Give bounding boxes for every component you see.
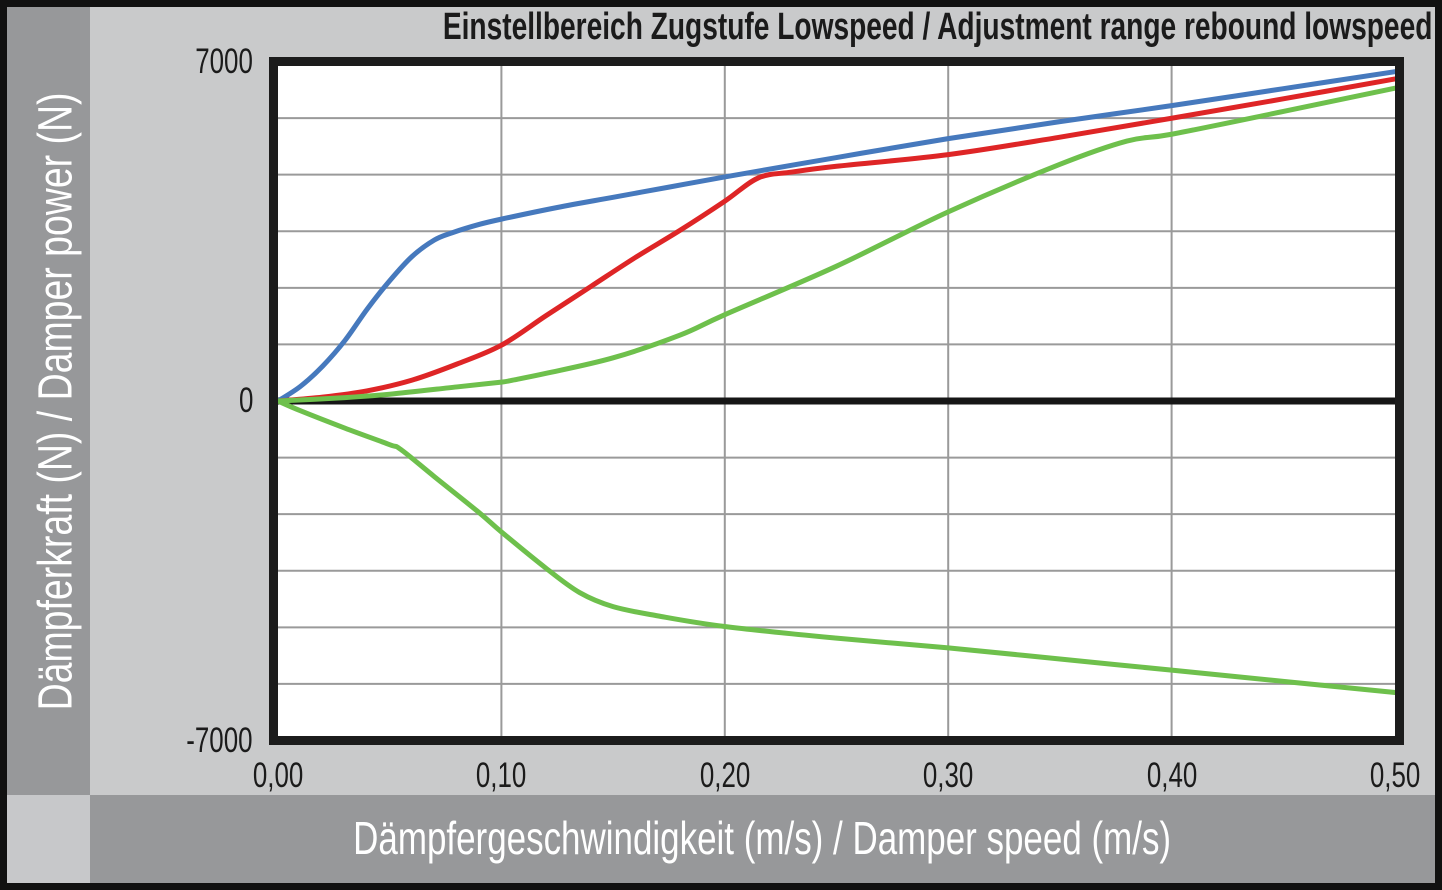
x-axis-band: Dämpfergeschwindigkeit (m/s) / Damper sp… [90,795,1435,883]
x-tick-label-text: 0,20 [699,756,751,795]
x-tick-label-text: 0,00 [252,756,304,795]
chart-title: Einstellbereich Zugstufe Lowspeed / Adju… [269,6,1433,49]
y-tick-label-text: -7000 [186,720,253,760]
x-tick-label: 0,00 [203,756,353,796]
series-path-red-curve-rebound-mid [275,76,1398,404]
x-tick-label: 0,40 [1097,756,1247,796]
corner-spacer [7,795,90,883]
plot-frame [269,57,1404,745]
x-tick-label: 0,10 [426,756,576,796]
series-path-blue-curve-rebound-max [275,69,1398,404]
x-axis-title: Dämpfergeschwindigkeit (m/s) / Damper sp… [90,795,1435,883]
x-tick-label-text: 0,30 [922,756,974,795]
x-tick-label: 0,30 [873,756,1023,796]
x-tick-label: 0,20 [650,756,800,796]
y-tick-label: 7000 [103,42,253,82]
series-path-green-curve-negative-branch [275,398,1398,695]
x-tick-label: 0,50 [1320,756,1442,796]
y-tick-label-text: 7000 [195,41,253,81]
y-tick-label: 0 [103,381,253,421]
y-axis-band: Dämpferkraft (N) / Damper power (N) [7,7,90,795]
chart-title-text: Einstellbereich Zugstufe Lowspeed / Adju… [442,6,1433,48]
series-path-green-curve-rebound-min [275,85,1398,404]
x-tick-label-text: 0,10 [476,756,527,795]
y-tick-label: -7000 [103,721,253,761]
x-tick-label-text: 0,50 [1369,756,1421,795]
y-tick-label-text: 0 [238,381,253,420]
x-tick-label-text: 0,40 [1146,756,1197,795]
x-axis-title-text: Dämpfergeschwindigkeit (m/s) / Damper sp… [353,812,1172,864]
